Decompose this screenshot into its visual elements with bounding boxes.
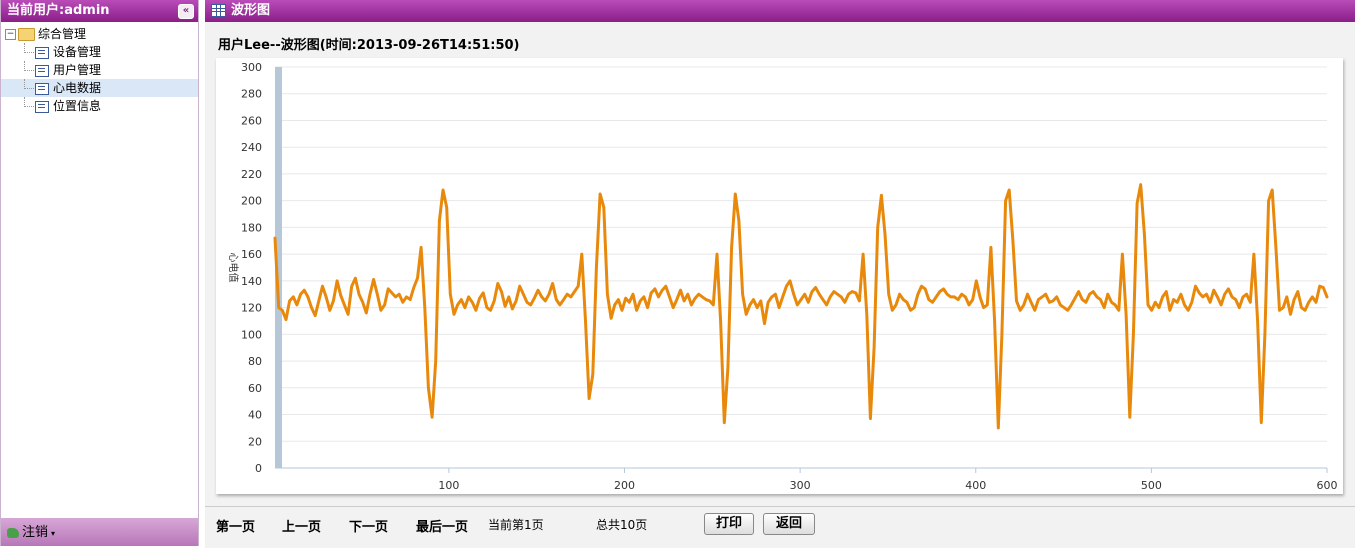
tree-line <box>24 97 34 107</box>
sidebar-item-label: 心电数据 <box>53 81 102 95</box>
sidebar-item-device-management[interactable]: 设备管理 <box>1 43 198 61</box>
main-header: 波形图 <box>205 0 1355 22</box>
dropdown-caret-icon[interactable]: ▾ <box>51 529 56 538</box>
y-tick-label: 220 <box>241 168 262 181</box>
sidebar-item-label: 位置信息 <box>53 99 102 113</box>
sidebar-item-ecg-data[interactable]: 心电数据 <box>1 79 198 97</box>
collapse-icon[interactable]: « <box>178 4 194 19</box>
print-button[interactable]: 打印 <box>704 513 754 535</box>
logout-button[interactable]: 注销 ▾ <box>7 525 55 540</box>
prev-page-link[interactable]: 上一页 <box>282 520 322 535</box>
pager: 第一页 上一页 下一页 最后一页 当前第1页 总共10页 打印 返回 <box>205 506 1355 543</box>
y-tick-label: 20 <box>248 435 262 448</box>
sidebar-item-label: 设备管理 <box>53 45 102 59</box>
y-tick-label: 200 <box>241 195 262 208</box>
y-tick-label: 100 <box>241 328 262 341</box>
y-tick-label: 80 <box>248 355 262 368</box>
page-icon <box>35 64 49 77</box>
sidebar-item-label: 用户管理 <box>53 63 102 77</box>
page-icon <box>35 46 49 59</box>
last-page-link[interactable]: 最后一页 <box>416 520 469 535</box>
y-tick-label: 300 <box>241 61 262 74</box>
tree-line <box>24 43 34 53</box>
total-pages-text: 总共10页 <box>596 518 648 532</box>
chart-panel: 0 20 40 60 80 100 120 140 160 180 200 220 240 260 280 3… <box>216 58 1343 494</box>
page-icon <box>35 100 49 113</box>
y-tick-label: 60 <box>248 382 262 395</box>
ecg-series-line <box>273 183 1329 430</box>
y-tick-label: 180 <box>241 221 262 234</box>
main-title: 波形图 <box>231 3 271 18</box>
main-panel: 波形图 用户Lee--波形图(时间:2013-09-26T14:51:50) 0… <box>205 0 1355 548</box>
page-icon <box>35 82 49 95</box>
sidebar-footer: 注销 ▾ <box>1 518 198 546</box>
y-tick-label: 0 <box>255 462 262 475</box>
y-tick-label: 140 <box>241 275 262 288</box>
x-tick-label: 500 <box>1141 479 1162 492</box>
folder-icon <box>18 28 35 41</box>
y-tick-label: 40 <box>248 409 262 422</box>
current-user-label: 当前用户:admin <box>7 3 110 18</box>
sidebar-item-location-info[interactable]: 位置信息 <box>1 97 198 115</box>
current-page-text: 当前第1页 <box>488 518 544 532</box>
x-tick-label: 400 <box>965 479 986 492</box>
chart-caption: 用户Lee--波形图(时间:2013-09-26T14:51:50) <box>218 38 520 53</box>
grid-icon <box>211 4 226 17</box>
y-tick-label: 240 <box>241 141 262 154</box>
back-button[interactable]: 返回 <box>763 513 815 535</box>
nav-tree: − 综合管理 设备管理 用户管理 心电数据 位置信息 <box>1 22 198 115</box>
tree-line <box>24 61 34 71</box>
x-tick-label: 100 <box>438 479 459 492</box>
x-tick-label: 300 <box>790 479 811 492</box>
next-page-link[interactable]: 下一页 <box>349 520 389 535</box>
y-tick-label: 120 <box>241 302 262 315</box>
logout-icon <box>7 527 19 538</box>
x-tick-label: 600 <box>1317 479 1338 492</box>
tree-line <box>24 79 34 89</box>
collapse-tree-icon[interactable]: − <box>5 29 16 40</box>
first-page-link[interactable]: 第一页 <box>216 520 256 535</box>
y-tick-label: 160 <box>241 248 262 261</box>
logout-label: 注销 <box>22 525 49 540</box>
sidebar-item-user-management[interactable]: 用户管理 <box>1 61 198 79</box>
sidebar: 当前用户:admin « − 综合管理 设备管理 用户管理 心电数据 位置信息 注… <box>0 0 199 546</box>
y-axis-band <box>275 67 282 468</box>
tree-root-label: 综合管理 <box>38 27 87 41</box>
x-tick-label: 200 <box>614 479 635 492</box>
sidebar-header: 当前用户:admin « <box>1 0 198 22</box>
y-axis-label: 心电值 <box>227 253 240 283</box>
ecg-chart: 0 20 40 60 80 100 120 140 160 180 200 220 240 260 280 3… <box>227 61 1338 492</box>
y-tick-label: 260 <box>241 114 262 127</box>
tree-root-comprehensive-management[interactable]: − 综合管理 <box>1 25 198 43</box>
y-tick-label: 280 <box>241 88 262 101</box>
